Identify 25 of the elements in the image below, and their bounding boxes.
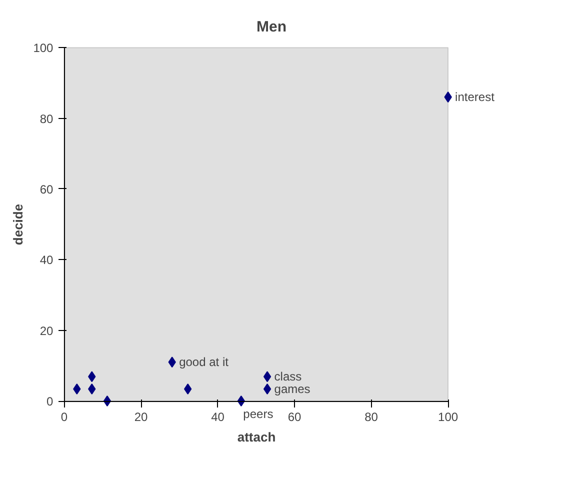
annotation: good at it xyxy=(179,355,230,370)
point xyxy=(88,384,96,394)
y-tick-label: 100 xyxy=(33,41,54,56)
x-tick-label: 0 xyxy=(60,410,68,424)
x-tick-label: 40 xyxy=(211,410,225,424)
annotation: games xyxy=(274,382,310,396)
y-tick-label: 20 xyxy=(40,324,54,338)
y-tick-label: 60 xyxy=(40,182,54,196)
x-tick-label: 60 xyxy=(288,410,302,424)
y-tick-label: 40 xyxy=(40,253,54,268)
x-tick-label: 20 xyxy=(134,410,148,424)
point xyxy=(184,384,192,394)
annotation: interest xyxy=(455,90,496,104)
y-tick-label: 0 xyxy=(46,394,54,409)
annotation: peers xyxy=(243,407,274,422)
chart-title: Men xyxy=(256,18,286,36)
x-tick-label: 80 xyxy=(364,410,378,424)
annotation: class xyxy=(274,370,302,384)
point xyxy=(73,384,81,394)
point xyxy=(263,371,272,382)
y-axis-title: decide xyxy=(10,204,26,246)
point xyxy=(263,384,272,394)
x-tick-label: 100 xyxy=(438,410,458,424)
y-tick-label: 80 xyxy=(40,112,54,126)
x-axis-title: attach xyxy=(237,430,276,444)
